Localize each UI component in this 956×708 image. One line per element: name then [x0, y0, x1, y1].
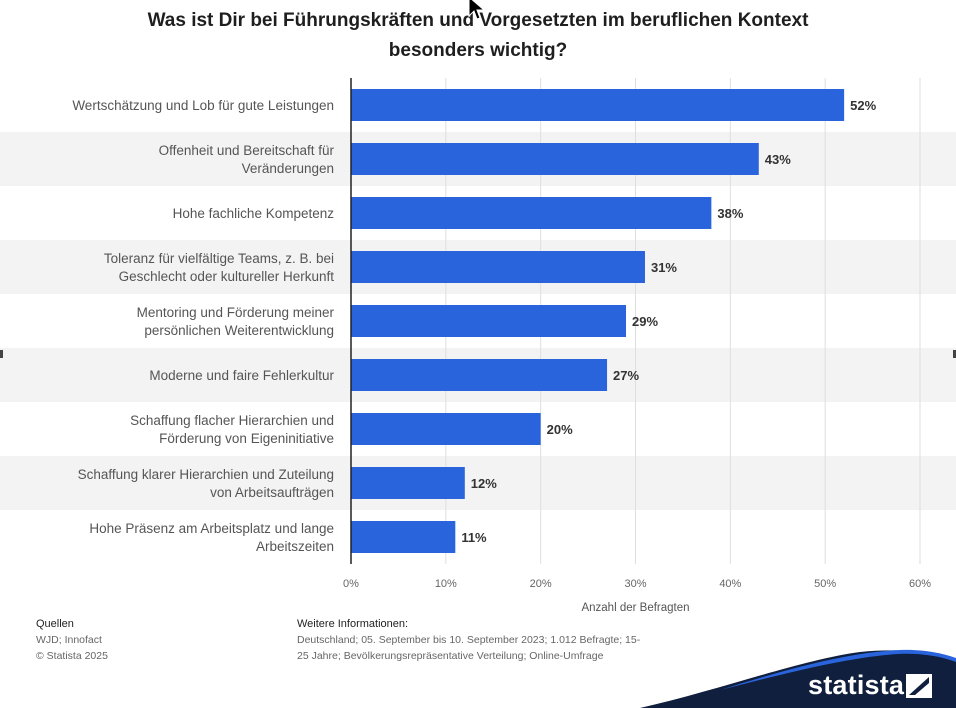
info-line: 25 Jahre; Bevölkerungsrepräsentative Ver… — [297, 650, 604, 662]
bar — [351, 251, 645, 283]
bar-value-label: 29% — [632, 314, 658, 329]
category-label: Veränderungen — [242, 161, 334, 176]
category-label: Hohe fachliche Kompetenz — [173, 206, 335, 221]
category-label: von Arbeitsaufträgen — [210, 485, 334, 500]
category-label: Schaffung flacher Hierarchien und — [130, 413, 334, 428]
category-label: Förderung von Eigeninitiative — [159, 431, 334, 446]
x-tick-label: 10% — [435, 578, 457, 590]
bar — [351, 305, 627, 337]
row-band — [0, 456, 956, 510]
brand-band-shape — [640, 650, 956, 708]
bar-value-label: 31% — [651, 260, 677, 275]
brand-band-accent — [720, 649, 956, 690]
x-axis-label: Anzahl der Befragten — [581, 602, 689, 614]
sources-heading: Quellen — [36, 618, 74, 630]
bar — [351, 521, 456, 553]
bar-value-label: 52% — [850, 98, 876, 113]
chart-title: Was ist Dir bei Führungskräften und Vorg… — [147, 10, 809, 61]
x-tick-label: 0% — [343, 578, 359, 590]
info-line: Deutschland; 05. September bis 10. Septe… — [297, 634, 641, 646]
category-label: persönlichen Weiterentwicklung — [144, 323, 334, 338]
x-tick-label: 50% — [814, 578, 836, 590]
category-label: Moderne und faire Fehlerkultur — [149, 368, 334, 383]
category-label: Schaffung klarer Hierarchien und Zuteilu… — [78, 467, 334, 482]
window-edge-marker — [953, 350, 956, 358]
bar — [351, 143, 759, 175]
bar — [351, 413, 541, 445]
window-edge-marker — [0, 350, 3, 358]
bar — [351, 467, 465, 499]
bar-value-label: 38% — [717, 206, 743, 221]
bar — [351, 197, 712, 229]
bar-chart: 52% Wertschätzung und Lob für gute Leistu… — [0, 78, 956, 614]
copyright-line: © Statista 2025 — [36, 650, 108, 662]
bar-value-label: 12% — [471, 476, 497, 491]
bar-value-label: 27% — [613, 368, 639, 383]
info-heading: Weitere Informationen: — [297, 618, 409, 630]
x-tick-label: 40% — [719, 578, 741, 590]
category-label: Mentoring und Förderung meiner — [137, 305, 335, 320]
sources-line: WJD; Innofact — [36, 634, 102, 646]
x-tick-label: 30% — [624, 578, 646, 590]
statista-logo[interactable]: statista — [808, 670, 905, 700]
bar-value-label: 20% — [547, 422, 573, 437]
bar — [351, 359, 608, 391]
category-label: Offenheit und Bereitschaft für — [159, 143, 335, 158]
category-label: Hohe Präsenz am Arbeitsplatz und lange — [89, 521, 334, 536]
x-tick-label: 20% — [530, 578, 552, 590]
category-label: Toleranz für vielfältige Teams, z. B. be… — [104, 251, 334, 266]
mouse-cursor-icon — [468, 0, 486, 20]
category-label: Geschlecht oder kultureller Herkunft — [119, 269, 335, 284]
bar-value-label: 43% — [765, 152, 791, 167]
bar-value-label: 11% — [461, 530, 487, 545]
category-label: Wertschätzung und Lob für gute Leistunge… — [72, 98, 334, 113]
x-tick-label: 60% — [909, 578, 931, 590]
category-label: Arbeitszeiten — [256, 539, 334, 554]
statista-logo-icon — [906, 674, 932, 698]
bar — [351, 89, 845, 121]
